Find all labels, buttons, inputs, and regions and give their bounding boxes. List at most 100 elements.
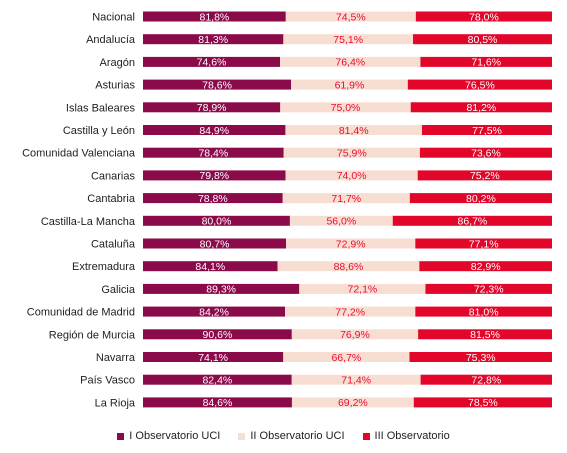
data-label-series-1: 78,8% — [198, 193, 228, 205]
category-label: Comunidad de Madrid — [27, 307, 135, 319]
bar-segment-series-3 — [419, 261, 552, 272]
legend-item-series-3: III Observatorio — [362, 430, 450, 442]
data-label-series-2: 76,9% — [340, 329, 370, 341]
legend-label-series-2: II Observatorio UCI — [250, 430, 345, 442]
data-label-series-1: 84,1% — [195, 261, 225, 273]
data-label-series-3: 80,5% — [468, 34, 498, 46]
data-label-series-2: 75,1% — [333, 34, 363, 46]
category-labels: Nacional Andalucía Aragón Asturias Islas Bal… — [22, 12, 136, 410]
category-label: Cataluña — [91, 239, 136, 251]
bar-segment-series-1 — [143, 374, 292, 385]
category-label: Islas Baleares — [66, 102, 136, 114]
legend-label-series-1: I Observatorio UCI — [129, 430, 221, 442]
data-label-series-1: 80,7% — [200, 238, 230, 250]
data-label-series-2: 74,0% — [337, 170, 367, 182]
data-label-series-1: 81,8% — [200, 11, 230, 23]
bar-segment-series-3 — [413, 397, 552, 408]
bar-segment-series-2 — [285, 306, 416, 317]
data-label-series-1: 78,9% — [197, 102, 227, 114]
bar-segment-series-2 — [285, 170, 418, 181]
bar-segment-series-3 — [418, 329, 552, 340]
bar-segment-series-1 — [143, 125, 286, 135]
data-label-series-3: 73,6% — [471, 148, 501, 160]
category-label: Galicia — [101, 284, 136, 296]
legend: I Observatorio UCI II Observatorio UCI I… — [0, 428, 567, 444]
data-label-series-3: 76,5% — [465, 79, 495, 91]
data-label-series-2: 56,0% — [326, 216, 356, 228]
data-label-series-3: 82,9% — [471, 261, 501, 273]
data-label-series-1: 89,3% — [206, 284, 236, 296]
bar-segment-series-1 — [143, 11, 286, 22]
bar-segment-series-2 — [286, 238, 416, 249]
bar-segment-series-3 — [413, 34, 552, 45]
data-label-series-3: 72,8% — [471, 375, 501, 387]
data-label-series-2: 74,5% — [336, 11, 366, 23]
legend-label-series-3: III Observatorio — [374, 430, 450, 442]
bar-segment-series-1 — [143, 102, 281, 113]
data-label-series-3: 78,0% — [469, 11, 499, 23]
bar-segment-series-1 — [143, 79, 292, 90]
category-label: Castilla-La Mancha — [41, 216, 136, 228]
data-label-series-1: 74,6% — [197, 57, 227, 69]
category-label: Canarias — [91, 170, 136, 182]
bar-segment-series-3 — [420, 56, 552, 67]
data-label-series-2: 88,6% — [334, 261, 364, 273]
bar-segment-series-1 — [143, 397, 292, 408]
data-label-series-3: 81,2% — [466, 102, 496, 114]
data-label-series-2: 71,7% — [331, 193, 361, 205]
data-label-series-2: 72,9% — [336, 238, 366, 250]
category-label: Nacional — [92, 12, 135, 24]
category-label: Cantabria — [87, 193, 136, 205]
data-label-series-3: 72,3% — [474, 284, 504, 296]
data-label-series-3: 80,2% — [466, 193, 496, 205]
category-label: Comunidad Valenciana — [22, 148, 136, 160]
bar-segment-series-1 — [143, 261, 278, 272]
legend-swatch-series-3 — [362, 432, 370, 440]
bar-segment-series-3 — [409, 352, 552, 362]
data-label-series-1: 79,8% — [199, 170, 229, 182]
legend-item-series-1: I Observatorio UCI — [117, 430, 220, 442]
category-label: Aragón — [100, 57, 135, 69]
category-label: Andalucía — [86, 34, 136, 46]
data-label-series-2: 76,4% — [335, 57, 365, 69]
bar-segment-series-2 — [282, 193, 410, 204]
bar-segment-series-3 — [421, 125, 552, 135]
category-label: Extremadura — [72, 261, 136, 273]
data-label-series-1: 78,6% — [202, 79, 232, 91]
bar-segment-series-2 — [283, 34, 414, 45]
bar-segment-series-1 — [143, 215, 290, 226]
bar-segment-series-2 — [280, 102, 411, 113]
data-label-series-2: 75,9% — [337, 148, 367, 160]
bar-segment-series-1 — [143, 352, 284, 362]
category-label: Castilla y León — [63, 125, 135, 137]
bars — [143, 11, 552, 408]
data-label-series-3: 81,5% — [470, 329, 500, 341]
bar-segment-series-3 — [392, 215, 552, 226]
bar-segment-series-3 — [415, 238, 552, 249]
bar-segment-series-2 — [277, 261, 420, 272]
bar-segment-series-1 — [143, 170, 286, 181]
data-label-series-3: 86,7% — [457, 216, 487, 228]
data-label-series-2: 77,2% — [335, 306, 365, 318]
bar-segment-series-1 — [143, 238, 287, 249]
category-label: Navarra — [96, 352, 136, 364]
bar-segment-series-2 — [291, 329, 419, 340]
bar-segment-series-3 — [419, 147, 552, 158]
bar-segment-series-2 — [291, 374, 421, 385]
category-label: País Vasco — [80, 375, 135, 387]
data-label-series-2: 75,0% — [331, 102, 361, 114]
data-label-series-3: 77,1% — [469, 238, 499, 250]
bar-segment-series-2 — [283, 352, 410, 362]
bar-segment-series-2 — [289, 215, 393, 226]
category-label: La Rioja — [95, 397, 136, 409]
data-label-series-2: 61,9% — [335, 79, 365, 91]
legend-swatch-series-2 — [238, 432, 246, 440]
data-label-series-2: 71,4% — [341, 375, 371, 387]
bar-segment-series-2 — [285, 125, 422, 135]
data-label-series-2: 81,4% — [339, 125, 369, 137]
bar-segment-series-3 — [407, 79, 552, 90]
bar-segment-series-3 — [415, 11, 552, 22]
bar-segment-series-2 — [285, 11, 416, 22]
data-label-series-1: 84,6% — [203, 397, 233, 409]
